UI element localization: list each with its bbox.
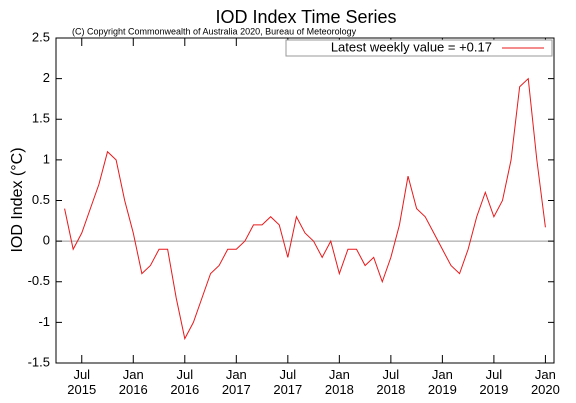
data-line bbox=[64, 77, 546, 341]
y-tick-label: 2.5 bbox=[32, 29, 50, 44]
x-tick-label: Jan 2016 bbox=[118, 367, 148, 397]
x-tick-label: Jul 2015 bbox=[67, 367, 97, 397]
chart-subtitle: (C) Copyright Commonwealth of Australia … bbox=[72, 26, 357, 36]
y-tick-label: -1 bbox=[38, 314, 50, 329]
legend-box bbox=[285, 39, 553, 57]
x-tick-label: Jan 2020 bbox=[530, 367, 560, 397]
y-axis-label: IOD Index (°C) bbox=[9, 147, 26, 252]
y-tick-label: -1.5 bbox=[28, 354, 50, 369]
x-tick-label: Jan 2018 bbox=[324, 367, 354, 397]
chart-title: IOD Index Time Series bbox=[215, 7, 396, 27]
x-tick-label: Jul 2019 bbox=[479, 367, 509, 397]
y-tick-label: -0.5 bbox=[28, 273, 50, 288]
legend-label: Latest weekly value = +0.17 bbox=[331, 39, 492, 54]
x-tick-label: Jul 2016 bbox=[170, 367, 200, 397]
y-tick-label: 0 bbox=[43, 233, 50, 248]
y-tick-label: 0.5 bbox=[32, 192, 50, 207]
x-tick-label: Jan 2017 bbox=[221, 367, 251, 397]
x-tick-label: Jul 2018 bbox=[376, 367, 406, 397]
y-tick-label: 2 bbox=[43, 70, 50, 85]
y-tick-label: 1.5 bbox=[32, 111, 50, 126]
x-tick-label: Jul 2017 bbox=[273, 367, 303, 397]
plot-frame bbox=[55, 37, 555, 364]
y-tick-label: 1 bbox=[43, 151, 50, 166]
x-tick-label: Jan 2019 bbox=[427, 367, 457, 397]
